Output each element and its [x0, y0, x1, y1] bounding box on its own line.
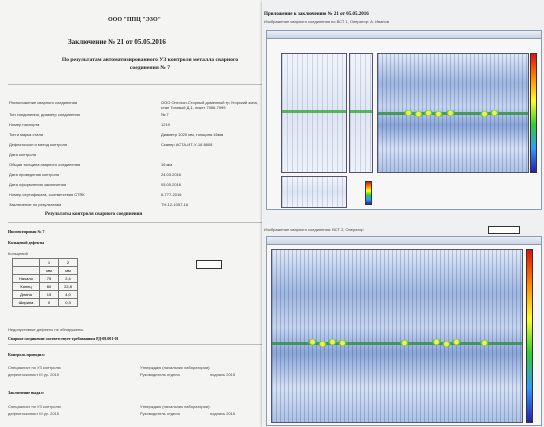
defects-cell: 75 — [39, 274, 59, 283]
results-heading: Результаты контроля сварного соединения — [45, 212, 143, 217]
param-label: Расположение сварного соединения — [9, 100, 77, 105]
defects-row: мм мм — [12, 266, 78, 275]
param-value: Диаметр 1020 мм, толщина 16мм — [161, 132, 224, 137]
scan-image-c — [349, 53, 373, 173]
params-row: Общая толщина сварного соединения 16 мм — [8, 161, 263, 171]
sig-right-3: подпись 2015 — [210, 372, 236, 377]
params-row: Дата проведения контроля 24.03.2016 — [8, 171, 263, 181]
caption-bottom: Изображение сварного соединения: ВСТ 2, … — [264, 227, 364, 232]
params-row: Тип и марка стали Диаметр 1020 мм, толщин… — [8, 131, 263, 141]
scan-window-bottom — [266, 236, 542, 426]
defects-cell: 0 — [39, 298, 59, 307]
params-row: Дата контроля — [8, 151, 263, 161]
defects-cell: 1 — [39, 258, 59, 267]
scan-image-b — [281, 176, 347, 208]
color-scale-main-top — [530, 53, 537, 173]
defects-cell: 2,4 — [58, 274, 78, 283]
params-row: Тип соединения, диаметр соединения № 7 — [8, 111, 263, 121]
param-value: ООО Онтогоп-Сторный доменный тр Угорский… — [161, 100, 258, 110]
attachment-header: Приложение к заключению № 21 от 05.05.20… — [264, 12, 369, 17]
defects-cell: 22,8 — [58, 282, 78, 291]
defects-row: Конец 60 22,8 — [12, 282, 78, 291]
defects-cell: 4,0 — [58, 290, 78, 299]
param-label: Тип соединения, диаметр соединения — [9, 112, 80, 117]
scan-image-main-top — [377, 53, 529, 173]
params-row: Номер сертификата, соответствия СТЯК 6-77… — [8, 191, 263, 201]
defects-cell: 60 — [39, 282, 59, 291]
defects-cell: Ширина — [12, 298, 40, 307]
defects-cell: 0,3 — [58, 298, 78, 307]
scan-toolbar-bottom — [267, 237, 541, 245]
defects-cell: мм — [39, 266, 59, 275]
params-row: Номер паспорта 1219 — [8, 121, 263, 131]
param-value — [160, 151, 263, 161]
sig-right-1: Утверждаю (начальник лаборатории): — [140, 365, 211, 370]
param-label: Номер сертификата, соответствия СТЯК — [9, 192, 85, 197]
table-label: Кольцевой — [8, 251, 28, 256]
param-label: Дата оформления заключения — [9, 182, 66, 187]
sig-right-2: Руководитель отдела — [140, 372, 180, 377]
sig-left-2: дефектоскопист III ур. 2015 — [8, 372, 59, 377]
param-value: 1219 — [161, 122, 170, 127]
sig2-right-1: Утверждаю (начальник лаборатории): — [140, 404, 211, 409]
conclusion-title: Заключение № 21 от 05.05.2016 — [68, 38, 166, 46]
conclusion-document-page: ООО "ППЦ "ЭЗО" Заключение № 21 от 05.05.… — [0, 0, 272, 427]
param-label: Тип и марка стали — [9, 132, 44, 137]
params-table: Расположение сварного соединения ООО Онто… — [8, 99, 263, 211]
params-row: Дефектоскоп и метод контроля Сканер АСТА-… — [8, 141, 263, 151]
defects-cell: 15 — [39, 290, 59, 299]
defects-table: 1 2 мм мм Начало 75 2,4 Конец 60 22,8 Длина 15 4,0 Ши… — [12, 258, 78, 307]
param-label: Дата проведения контроля — [9, 172, 60, 177]
sig2-left-1: Специалист по УЗ контролю — [8, 404, 61, 409]
caption-top: Изображение сварного соединения по ВСТ 1… — [264, 19, 389, 24]
defects-row: Начало 75 2,4 — [12, 274, 78, 283]
param-value: 6-777-2016 — [161, 192, 182, 197]
org-name: ООО "ППЦ "ЭЗО" — [108, 17, 161, 23]
defects-row: Длина 15 4,0 — [12, 290, 78, 299]
param-value: 24.03.2016 — [161, 172, 182, 177]
inspection-label: Инспектирован № 7 — [8, 229, 45, 234]
param-value: 16 мм — [161, 162, 173, 167]
param-label: Заключение по результатам — [9, 202, 62, 207]
color-scale-bottom — [526, 249, 533, 423]
scan-image-main-bottom — [271, 249, 523, 423]
scan-image-a — [281, 53, 347, 173]
params-row: Дата оформления заключения 05.05.2016 — [8, 181, 263, 191]
param-label: Номер паспорта — [9, 122, 40, 127]
defects-cell: 2 — [58, 258, 78, 267]
param-value: 05.05.2016 — [161, 182, 182, 187]
sig-left-1: Специалист по УЗ контролю — [8, 365, 61, 370]
defects-cell: Длина — [12, 290, 40, 299]
param-label: Общая толщина сварного соединения — [9, 162, 81, 167]
param-value: № 7 — [161, 112, 169, 117]
requirement-line: Сварное соединение соответствует требова… — [8, 336, 119, 341]
params-row: Расположение сварного соединения ООО Онто… — [8, 99, 263, 111]
params-row: Заключение по результатам ТН-12-1057-16 — [8, 201, 263, 211]
defects-cell — [12, 258, 40, 267]
param-label: Дата контроля — [9, 152, 36, 157]
param-label: Дефектоскоп и метод контроля — [9, 142, 68, 147]
param-value: Сканер АСТА-ИТ-У-16 8808 — [161, 142, 213, 147]
defects-note: Недопустимые дефекты не обнаружены. — [8, 327, 85, 332]
defects-label: Кольцевой дефекты — [8, 240, 45, 245]
approve-label: Заключение выдал: — [8, 390, 44, 395]
control-label: Контроль проводил: — [8, 352, 45, 357]
empty-field-box — [196, 260, 222, 269]
scan-toolbar-top — [267, 31, 541, 39]
scan-attachment-page: Приложение к заключению № 21 от 05.05.20… — [262, 0, 544, 427]
defects-cell: Начало — [12, 274, 40, 283]
sig2-left-2: дефектоскопист III ур. 2015 — [8, 411, 59, 416]
scan-window-top — [266, 30, 542, 210]
defects-cell: Конец — [12, 282, 40, 291]
sig2-right-3: подпись 2015 — [210, 411, 236, 416]
caption-bottom-box — [488, 226, 520, 234]
defects-cell: мм — [58, 266, 78, 275]
conclusion-subtitle: По результатам автоматизированного УЗ ко… — [61, 57, 239, 71]
color-scale-top — [365, 181, 372, 205]
sig2-right-2: Руководитель отдела — [140, 411, 180, 416]
defects-row: Ширина 0 0,3 — [12, 298, 78, 307]
defects-cell — [12, 266, 40, 275]
param-value: ТН-12-1057-16 — [161, 202, 189, 207]
